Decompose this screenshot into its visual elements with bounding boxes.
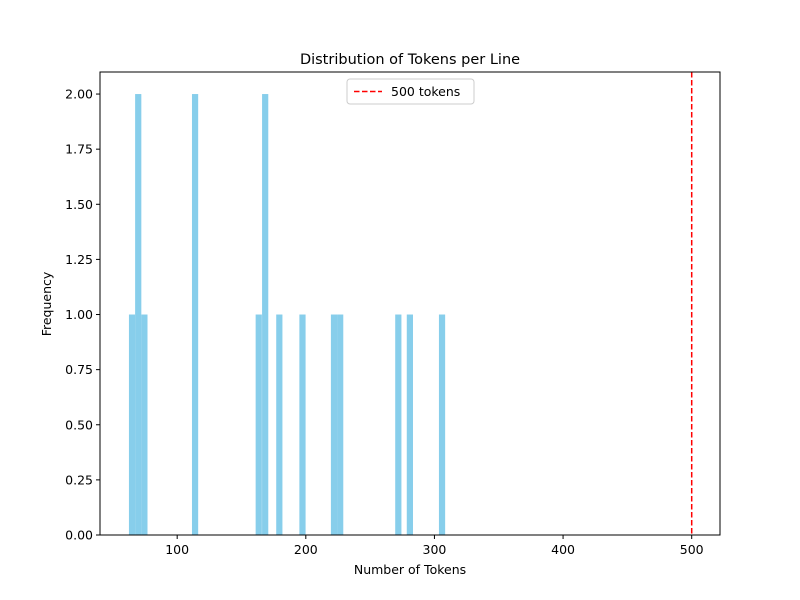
- histogram-bar-10: [337, 314, 344, 535]
- plot-frame: [99, 71, 721, 536]
- histogram-bar-6: [262, 94, 269, 536]
- histogram-bar-9: [330, 314, 338, 535]
- y-tick-label-1.50: 1.50: [65, 197, 93, 212]
- x-tick-label-200: 200: [294, 542, 318, 557]
- histogram-bar-5: [255, 314, 262, 535]
- histogram-bar-11: [395, 314, 402, 535]
- legend: 500 tokens: [346, 78, 475, 105]
- legend-box: [346, 78, 475, 105]
- histogram-bar-13: [438, 314, 446, 535]
- histogram-bar-4: [191, 94, 199, 536]
- chart-title: Distribution of Tokens per Line: [300, 52, 520, 68]
- y-tick-label-0.25: 0.25: [65, 472, 93, 487]
- histogram-bar-3: [141, 314, 148, 535]
- x-tick-label-500: 500: [680, 542, 704, 557]
- x-axis-ticks: 100 200 300 400 500: [165, 535, 704, 557]
- y-axis-label: Frequency: [39, 271, 54, 336]
- y-tick-label-1.00: 1.00: [65, 307, 93, 322]
- y-tick-label-0.75: 0.75: [65, 362, 93, 377]
- histogram-bar-12: [406, 314, 413, 535]
- histogram-bar-7: [276, 314, 283, 535]
- x-tick-label-300: 300: [423, 542, 447, 557]
- histogram-bar-1: [128, 314, 136, 535]
- x-axis-label: Number of Tokens: [354, 562, 466, 577]
- histogram-bar-2: [135, 94, 142, 536]
- y-tick-label-2.00: 2.00: [65, 87, 93, 102]
- y-tick-label-0.50: 0.50: [65, 417, 93, 432]
- y-tick-label-1.25: 1.25: [65, 252, 93, 267]
- x-tick-label-400: 400: [551, 542, 575, 557]
- y-tick-label-0.00: 0.00: [65, 528, 93, 543]
- bars-group: [128, 94, 446, 536]
- legend-entry-label: 500 tokens: [391, 84, 460, 99]
- x-tick-label-100: 100: [165, 542, 189, 557]
- histogram-bar-8: [299, 314, 306, 535]
- y-tick-label-1.75: 1.75: [65, 142, 93, 157]
- y-axis-ticks: 0.00 0.25 0.50 0.75 1.00 1.25 1.50 1.75 2.00: [65, 87, 100, 543]
